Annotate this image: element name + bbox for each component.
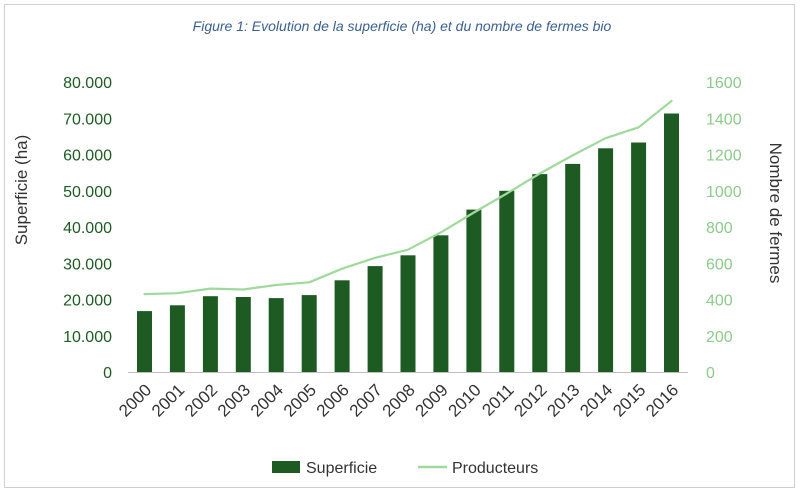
- bar-superficie-2014: [598, 148, 614, 372]
- left-tick-label: 60.000: [63, 148, 112, 165]
- left-axis-ticks: 0 10.000 20.000 30.000 40.000 50.000 60.000 70.…: [63, 75, 112, 382]
- left-tick-label: 10.000: [63, 329, 112, 346]
- left-tick-label: 50.000: [63, 184, 112, 201]
- right-tick-label: 400: [706, 293, 733, 310]
- left-tick-label: 70.000: [63, 111, 112, 128]
- bar-superficie-2013: [565, 163, 581, 372]
- figure-frame: [4, 4, 795, 488]
- bar-superficie-2007: [367, 266, 383, 372]
- left-tick-label: 80.000: [63, 75, 112, 92]
- bar-superficie-2004: [268, 298, 284, 372]
- superficie-bars: [137, 113, 679, 373]
- bar-superficie-2001: [169, 305, 185, 372]
- legend-item-superficie: Superficie: [272, 460, 377, 477]
- right-tick-label: 0: [706, 365, 715, 382]
- bar-superficie-2003: [235, 297, 251, 372]
- right-axis-ticks: 0 200 400 600 800 1000 1200 1400 1600: [706, 75, 742, 382]
- bar-superficie-2011: [499, 190, 515, 373]
- right-tick-label: 800: [706, 220, 733, 237]
- left-tick-label: 0: [103, 365, 112, 382]
- bar-superficie-2000: [137, 311, 152, 372]
- legend: Superficie Producteurs: [272, 460, 538, 477]
- legend-label-producteurs: Producteurs: [452, 460, 538, 477]
- legend-label-superficie: Superficie: [306, 460, 377, 477]
- bar-superficie-2002: [202, 296, 218, 372]
- bar-superficie-2005: [301, 295, 317, 372]
- bar-superficie-2006: [334, 280, 350, 372]
- right-tick-label: 1200: [706, 148, 742, 165]
- bar-superficie-2008: [400, 255, 416, 372]
- left-tick-label: 40.000: [63, 220, 112, 237]
- legend-item-producteurs: Producteurs: [418, 460, 538, 477]
- bar-superficie-2012: [532, 174, 548, 372]
- bar-superficie-2016: [664, 113, 679, 372]
- right-tick-label: 600: [706, 256, 733, 273]
- right-tick-label: 200: [706, 329, 733, 346]
- right-axis-title: Nombre de fermes: [766, 143, 785, 284]
- right-tick-label: 1400: [706, 111, 742, 128]
- legend-bar-swatch: [272, 461, 300, 473]
- bar-superficie-2010: [466, 209, 482, 372]
- right-tick-label: 1000: [706, 184, 742, 201]
- bar-superficie-2015: [631, 142, 647, 372]
- right-tick-label: 1600: [706, 75, 742, 92]
- bar-superficie-2009: [433, 235, 449, 372]
- left-axis-title: Superficie (ha): [12, 135, 31, 246]
- chart-title: Figure 1: Evolution de la superficie (ha…: [193, 18, 612, 34]
- left-tick-label: 20.000: [63, 293, 112, 310]
- producteurs-series: [143, 99, 673, 296]
- left-tick-label: 30.000: [63, 256, 112, 273]
- producteurs-line: [143, 99, 673, 296]
